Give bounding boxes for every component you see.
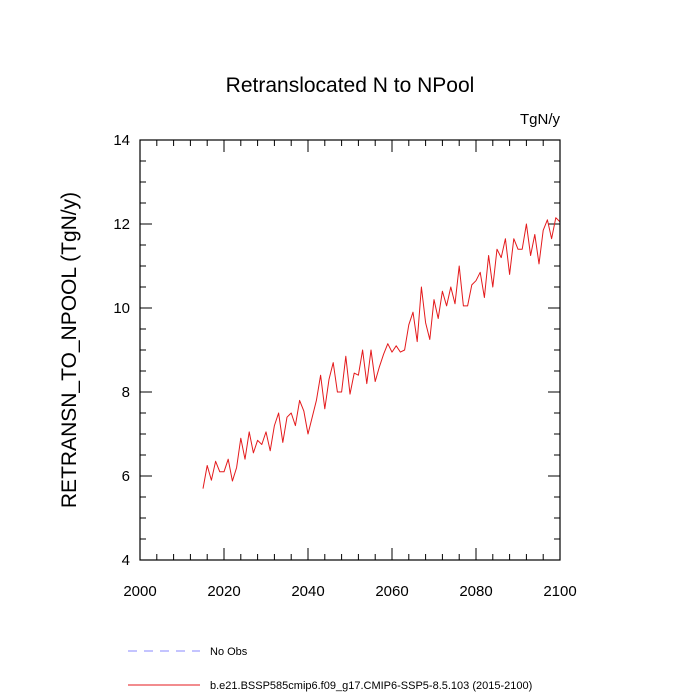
chart-title: Retranslocated N to NPool	[226, 74, 475, 97]
y-tick-labels: 4 6 8 10 12 14	[113, 132, 130, 569]
y-tick-label: 14	[113, 132, 130, 149]
y-tick-label: 12	[113, 216, 130, 233]
plot-frame	[139, 139, 561, 561]
x-tick-label: 2000	[123, 583, 156, 600]
y-axis-label: RETRANSN_TO_NPOOL (TgN/y)	[58, 192, 81, 508]
y-tick-label: 10	[113, 300, 130, 317]
y-tick-label: 4	[122, 552, 130, 569]
x-tick-label: 2020	[207, 583, 240, 600]
series-layer	[202, 217, 561, 489]
series-line	[202, 217, 561, 489]
y-tick-label: 8	[122, 384, 130, 401]
axis-ticks	[139, 139, 561, 561]
x-tick-label: 2060	[375, 583, 408, 600]
units-label: TgN/y	[520, 111, 561, 128]
y-tick-label: 6	[122, 468, 130, 485]
x-tick-labels: 2000 2020 2040 2060 2080 2100	[123, 583, 576, 600]
legend-label-model: b.e21.BSSP585cmip6.f09_g17.CMIP6-SSP5-8.…	[210, 680, 532, 692]
x-tick-label: 2080	[459, 583, 492, 600]
x-tick-label: 2040	[291, 583, 324, 600]
legend: No Obs b.e21.BSSP585cmip6.f09_g17.CMIP6-…	[128, 646, 532, 692]
x-tick-label: 2100	[543, 583, 576, 600]
legend-label-no-obs: No Obs	[210, 646, 248, 658]
